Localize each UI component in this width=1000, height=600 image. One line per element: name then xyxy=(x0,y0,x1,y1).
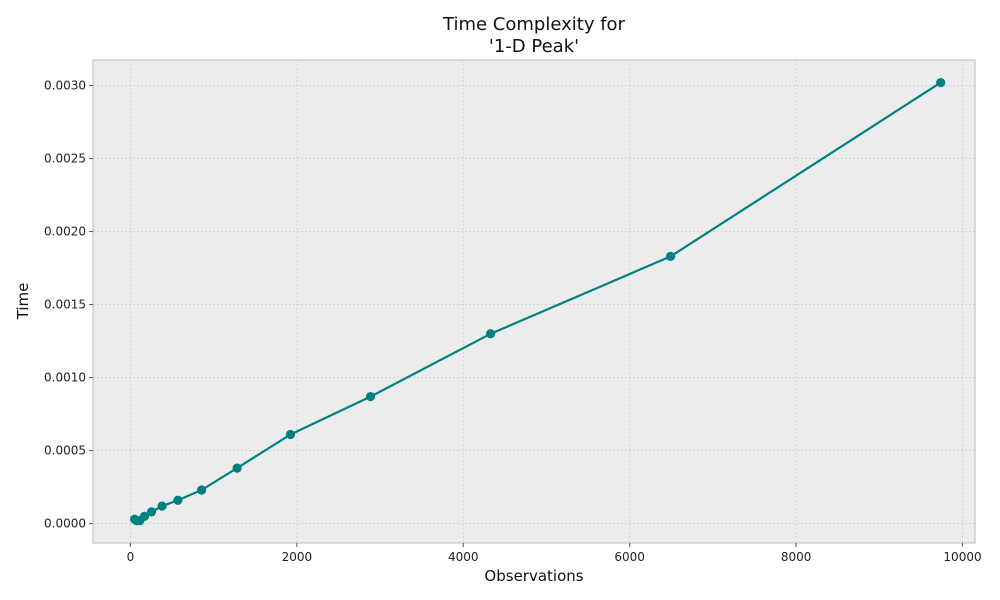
data-point xyxy=(365,391,376,402)
x-axis-title: Observations xyxy=(484,567,583,585)
data-point xyxy=(139,511,150,521)
data-point xyxy=(173,495,183,505)
y-tick-label: 0.0010 xyxy=(44,371,86,385)
chart-title-line-1: Time Complexity for xyxy=(442,14,626,35)
y-tick-label: 0.0020 xyxy=(44,225,86,239)
y-tick-label: 0.0000 xyxy=(44,517,86,531)
data-point xyxy=(157,501,167,511)
data-point xyxy=(285,429,296,440)
x-tick-label: 0 xyxy=(127,550,135,564)
x-tick-label: 10000 xyxy=(943,550,981,564)
y-axis-title: Time xyxy=(14,283,32,321)
x-tick-label: 8000 xyxy=(781,550,812,564)
grid-lines xyxy=(93,60,975,543)
y-tick-label: 0.0025 xyxy=(44,152,86,166)
plot-background xyxy=(93,60,975,543)
chart-title-line-2: '1-D Peak' xyxy=(489,36,579,57)
series xyxy=(130,78,946,526)
data-point xyxy=(485,329,496,339)
data-point xyxy=(146,507,157,517)
y-tick-label: 0.0005 xyxy=(44,444,86,458)
y-tick-label: 0.0015 xyxy=(44,298,86,312)
data-point xyxy=(232,463,242,473)
data-point xyxy=(196,485,207,495)
data-point xyxy=(936,78,946,88)
data-point xyxy=(666,251,676,261)
x-tick-label: 2000 xyxy=(282,550,313,564)
y-tick-label: 0.0030 xyxy=(44,79,86,93)
plot-frame xyxy=(92,59,976,544)
axis-ticks: 0 2000 4000 6000 8000 10000 0.0000 0.0005 0.0010… xyxy=(44,79,982,564)
x-tick-label: 4000 xyxy=(448,550,479,564)
x-tick-label: 6000 xyxy=(614,550,645,564)
